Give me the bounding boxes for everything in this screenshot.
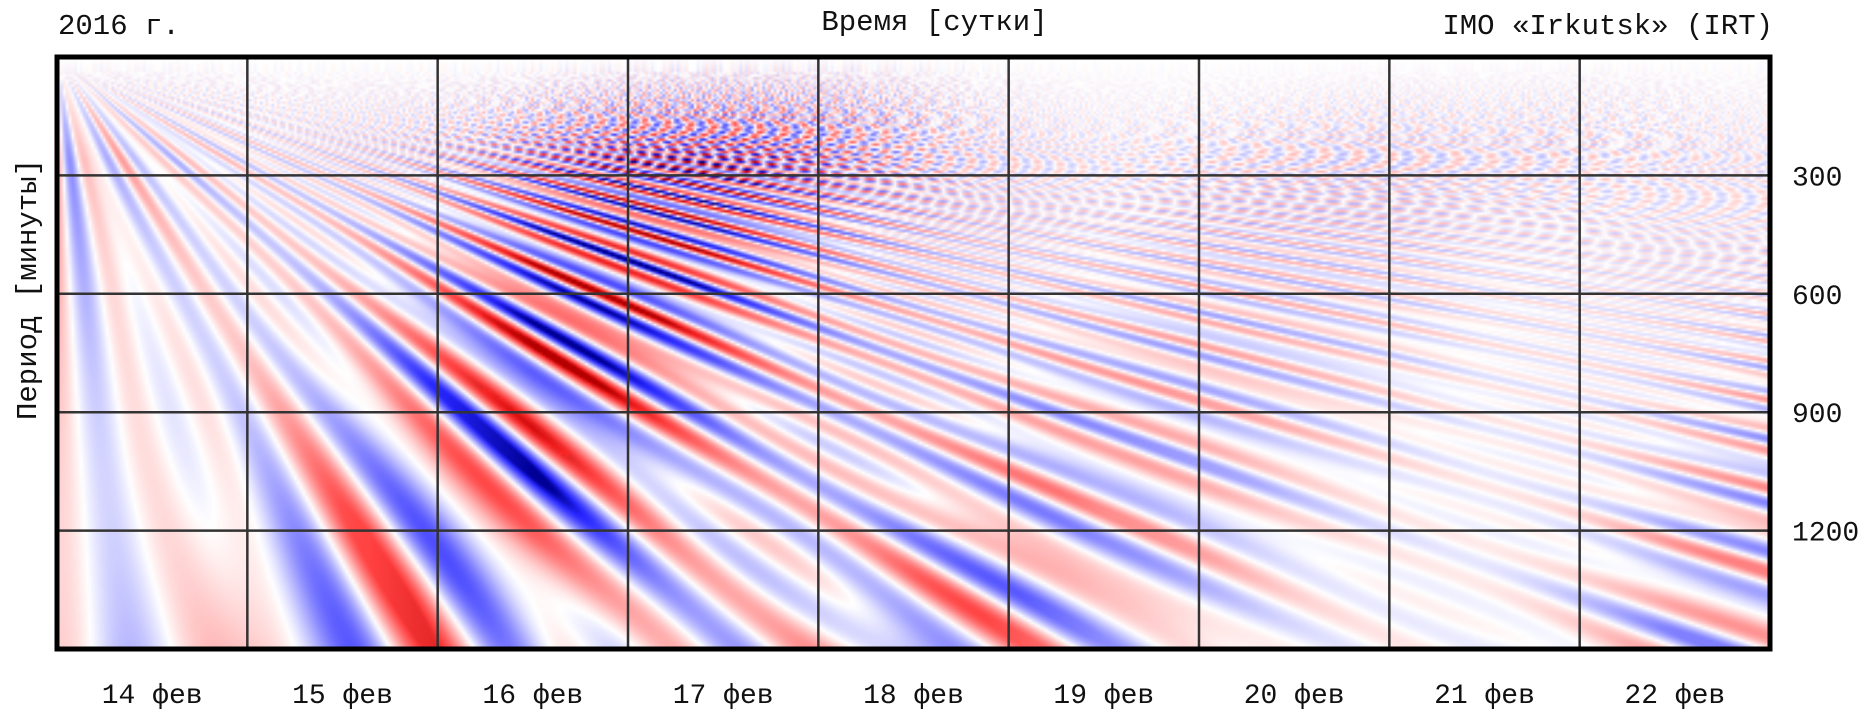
y-tick-label: 900 — [1792, 400, 1842, 431]
x-tick-label: 17 фев — [673, 681, 774, 712]
y-tick-label: 300 — [1792, 163, 1842, 194]
x-tick-label: 16 фев — [482, 681, 583, 712]
y-tick-label: 600 — [1792, 282, 1842, 313]
x-tick-label: 21 фев — [1434, 681, 1535, 712]
grid-layer — [57, 57, 1770, 649]
year-label: 2016 г. — [58, 10, 180, 43]
x-tick-label: 20 фев — [1244, 681, 1345, 712]
plot-frame — [54, 54, 1773, 652]
x-tick-label: 22 фев — [1624, 681, 1725, 712]
x-tick-label: 15 фев — [292, 681, 393, 712]
heatmap-image — [57, 57, 1770, 649]
y-tick-label: 1200 — [1792, 519, 1859, 550]
x-axis-title: Время [сутки] — [821, 6, 1048, 39]
x-tick-label: 18 фев — [863, 681, 964, 712]
tick-labels: 14 фев 15 фев 16 фев 17 фев 18 фев 19 фев 20 ф… — [102, 163, 1859, 712]
x-tick-label: 19 фев — [1053, 681, 1154, 712]
station-label: IMO «Irkutsk» (IRT) — [1442, 10, 1773, 43]
x-tick-label: 14 фев — [102, 681, 203, 712]
